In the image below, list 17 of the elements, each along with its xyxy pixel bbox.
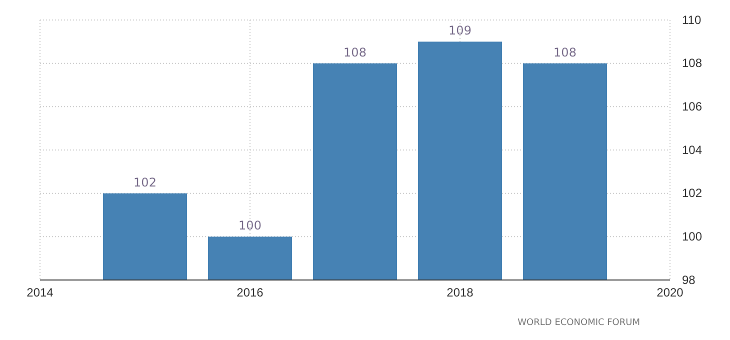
x-tick-label: 2018 (446, 286, 474, 300)
data-label: 109 (448, 24, 472, 38)
x-tick-label: 2014 (26, 286, 54, 300)
y-tick-label: 104 (682, 142, 702, 157)
y-tick-label: 102 (682, 186, 702, 200)
data-label: 100 (238, 218, 262, 233)
data-label: 102 (134, 175, 156, 190)
x-tick-label: 2020 (656, 286, 684, 300)
y-tick-label: 100 (682, 230, 702, 244)
data-label: 108 (344, 45, 366, 60)
y-tick-label: 108 (682, 56, 702, 70)
y-tick-label: 110 (682, 12, 702, 27)
y-tick-label: 98 (682, 272, 696, 287)
x-tick-label: 2016 (236, 286, 264, 300)
y-tick-label: 106 (682, 100, 702, 114)
text: WORLD ECONOMIC FORUM (518, 318, 640, 328)
data-label: 108 (554, 45, 576, 60)
